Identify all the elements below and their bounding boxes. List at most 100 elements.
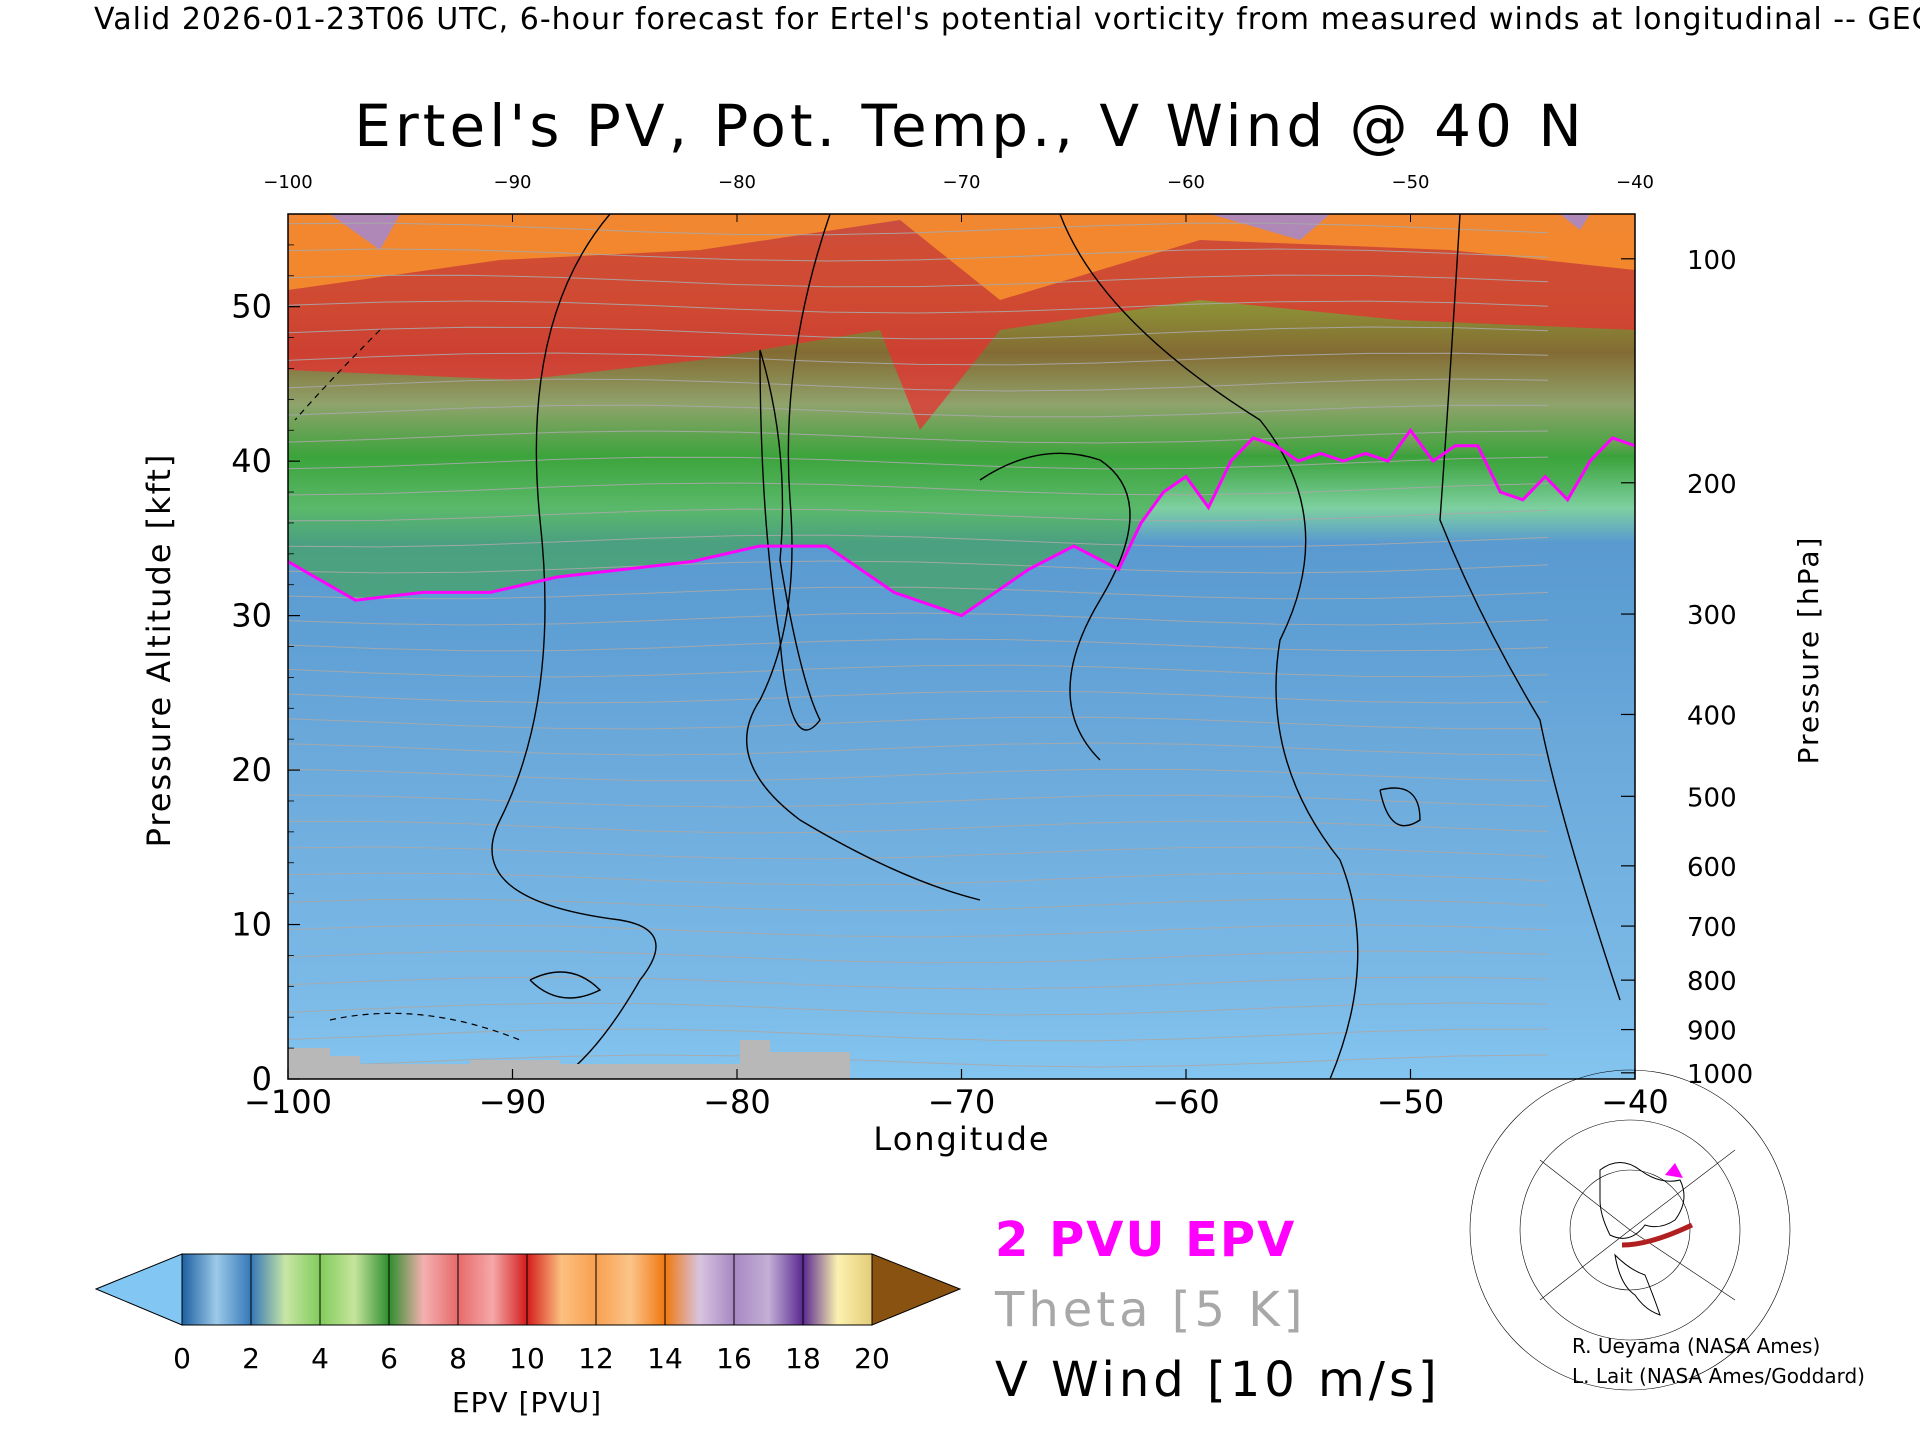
wind-contour — [491, 214, 657, 1079]
colorbar-tick-label: 18 — [785, 1342, 821, 1375]
legend-theta: Theta [5 K] — [995, 1282, 1307, 1338]
colorbar-tick-label: 20 — [854, 1342, 890, 1375]
top-tick-label: −60 — [1167, 172, 1205, 193]
pressure-tick-label: 800 — [1687, 967, 1737, 997]
theta-contour — [288, 378, 1549, 392]
top-tick-label: −40 — [1616, 172, 1654, 193]
y-tick-label: 50 — [231, 288, 272, 326]
theta-contour — [288, 560, 1549, 574]
theta-contour — [288, 924, 1549, 938]
theta-contour — [288, 326, 1549, 340]
chart-title: Ertel's PV, Pot. Temp., V Wind @ 40 N — [354, 92, 1586, 160]
x-tick-label: −40 — [1601, 1083, 1669, 1121]
theta-contour — [288, 690, 1549, 704]
theta-contour — [288, 950, 1549, 964]
credit-line-1: R. Ueyama (NASA Ames) — [1572, 1334, 1821, 1358]
top-tick-label: −90 — [494, 172, 532, 193]
locator-map — [1469, 1069, 1791, 1391]
forecast-header-line: Valid 2026-01-23T06 UTC, 6-hour forecast… — [94, 2, 1920, 37]
tropopause-2pvu-line — [288, 427, 1635, 618]
pressure-tick-label: 300 — [1687, 601, 1737, 631]
pressure-tick-label: 600 — [1687, 853, 1737, 883]
legend-2pvu: 2 PVU EPV — [995, 1212, 1297, 1268]
theta-contours — [288, 197, 1549, 1068]
theta-contour — [288, 456, 1549, 470]
terrain-fill — [288, 1040, 850, 1079]
y-axis: 0 10 20 30 40 50 — [231, 213, 300, 1098]
top-tick-label: −100 — [263, 172, 312, 193]
theta-contour — [288, 248, 1549, 262]
pressure-tick-label: 200 — [1687, 470, 1737, 500]
theta-contour — [288, 482, 1549, 496]
theta-contour — [288, 742, 1549, 756]
colorbar-tick-label: 0 — [173, 1342, 191, 1375]
theta-contour — [288, 872, 1549, 886]
x-tick-label: −50 — [1377, 1083, 1445, 1121]
theta-contour — [288, 1028, 1548, 1042]
wind-contour — [1439, 214, 1621, 1001]
theta-contour — [288, 274, 1549, 288]
theta-contour — [288, 638, 1549, 652]
colorbar-tick-label: 2 — [242, 1342, 260, 1375]
terrain — [288, 1040, 850, 1079]
colorbar: 0 2 4 6 8 10 12 14 16 18 20 EPV [PVU] — [94, 1253, 962, 1419]
theta-contour — [288, 586, 1549, 600]
top-tick-label: −80 — [718, 172, 756, 193]
pressure-tick-label: 700 — [1687, 913, 1737, 943]
x-tick-label: −70 — [928, 1083, 996, 1121]
colorbar-tick-label: 6 — [380, 1342, 398, 1375]
theta-contour — [288, 820, 1549, 834]
theta-contour — [288, 197, 1548, 209]
theta-contour — [288, 1002, 1549, 1016]
wind-contour-negative — [329, 1012, 521, 1041]
wind-contour — [529, 971, 602, 999]
pressure-tick-label: 500 — [1687, 783, 1737, 813]
wind-contour — [979, 452, 1131, 761]
x-axis-label: Longitude — [873, 1120, 1050, 1158]
locator-arc — [1621, 1222, 1694, 1248]
x-tick-label: −80 — [703, 1083, 771, 1121]
colorbar-over-arrow — [871, 1253, 962, 1326]
pressure-tick-label: 400 — [1687, 701, 1737, 731]
pressure-tick-label: 900 — [1687, 1017, 1737, 1047]
colorbar-label: EPV [PVU] — [452, 1386, 602, 1419]
theta-contour — [288, 222, 1549, 236]
v-wind-contours — [294, 214, 1621, 1079]
y-tick-label: 0 — [252, 1060, 272, 1098]
theta-contour — [288, 794, 1549, 808]
legend-v-wind: V Wind [10 m/s] — [995, 1352, 1441, 1408]
theta-contour — [288, 508, 1549, 522]
theta-contour — [288, 664, 1549, 678]
theta-contour — [288, 976, 1549, 990]
top-tick-label: −50 — [1392, 172, 1430, 193]
x-tick-label: −90 — [479, 1083, 547, 1121]
x-tick-label: −100 — [244, 1083, 332, 1121]
colorbar-tick-label: 14 — [647, 1342, 683, 1375]
colorbar-tick-label: 12 — [578, 1342, 614, 1375]
theta-contour — [288, 898, 1549, 912]
theta-contour — [288, 612, 1549, 626]
theta-contour — [288, 300, 1549, 314]
top-tick-label: −70 — [943, 172, 981, 193]
wind-contour — [1059, 214, 1359, 1079]
theta-contour — [288, 404, 1549, 418]
x-tick-label: −60 — [1152, 1083, 1220, 1121]
x-axis: −100 −90 −80 −70 −60 −50 −40 — [244, 1069, 1669, 1121]
y-tick-label: 40 — [231, 442, 272, 480]
theta-contour — [288, 534, 1549, 548]
colorbar-tick-label: 4 — [311, 1342, 329, 1375]
top-axis: −100 −90 −80 −70 −60 −50 −40 — [263, 172, 1654, 222]
colorbar-tick-label: 16 — [716, 1342, 752, 1375]
colorbar-under-arrow — [94, 1253, 183, 1326]
y-tick-label: 30 — [231, 597, 272, 635]
theta-contour — [288, 430, 1549, 444]
theta-contour — [288, 768, 1549, 782]
theta-contour — [288, 352, 1549, 366]
y-tick-label: 10 — [231, 906, 272, 944]
pressure-axis-label: Pressure [hPa] — [1792, 536, 1825, 765]
pressure-axis: 100 200 300 400 500 600 700 800 900 1000 — [1621, 246, 1753, 1090]
wind-contour-negative — [294, 329, 381, 421]
y-axis-label: Pressure Altitude [kft] — [140, 453, 178, 848]
red-band — [288, 214, 1635, 430]
